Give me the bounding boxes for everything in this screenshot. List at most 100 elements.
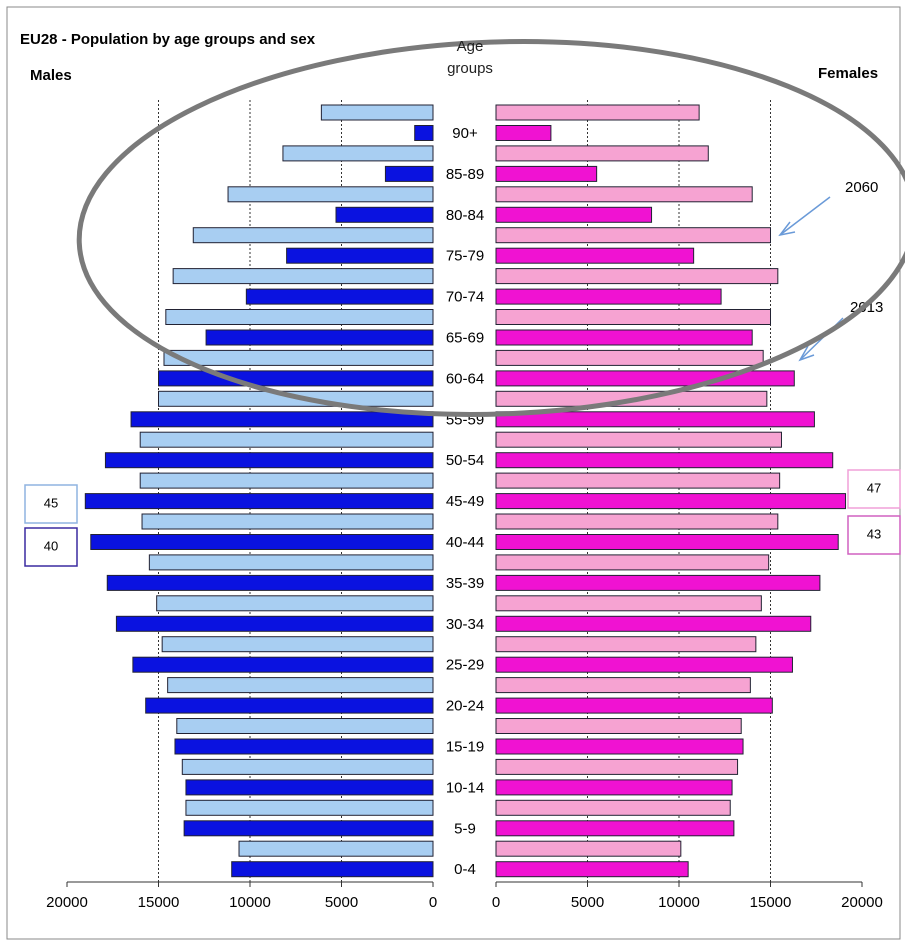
bar [495, 472, 781, 489]
bar [495, 513, 779, 530]
bar [84, 493, 434, 510]
bar [205, 329, 434, 346]
bar [495, 554, 770, 571]
bar [495, 718, 742, 734]
bar [495, 431, 782, 448]
arrow-head [798, 345, 815, 362]
bar [104, 452, 434, 469]
category-label: 75-79 [446, 248, 484, 265]
category-label: 50-54 [446, 452, 484, 469]
bar [495, 799, 731, 816]
box-label: 47 [867, 480, 881, 495]
bar [495, 820, 735, 837]
bar [167, 677, 434, 694]
bar [192, 227, 434, 244]
label-box [24, 484, 78, 524]
bar [495, 697, 773, 714]
category-label: 65-69 [446, 329, 484, 346]
arrow-head [778, 221, 796, 237]
bar [495, 677, 751, 694]
bar [158, 370, 434, 387]
bar [495, 738, 744, 755]
category-label: 40-44 [446, 534, 484, 551]
bar [495, 165, 598, 182]
bar [176, 718, 434, 734]
center-label: Age groups [447, 38, 493, 77]
bar [495, 370, 795, 387]
bar [139, 431, 434, 448]
bar [335, 206, 434, 223]
bar [495, 779, 733, 796]
x-tick-label: 10000 [229, 894, 271, 911]
bar [227, 186, 434, 203]
category-label: 5-9 [454, 820, 476, 837]
bar [286, 247, 434, 264]
bar [495, 758, 739, 775]
bar [495, 227, 771, 244]
category-label: 90+ [452, 125, 478, 142]
bar [115, 615, 434, 632]
arrow [779, 196, 831, 236]
bar [495, 452, 834, 469]
box-label: 43 [867, 526, 881, 541]
category-label: 35-39 [446, 575, 484, 592]
bar [495, 411, 815, 428]
bar [495, 349, 764, 366]
bar [384, 165, 434, 182]
bar [495, 145, 709, 162]
x-tick-label: 10000 [658, 894, 700, 911]
right-label: Females [818, 65, 878, 82]
bar [165, 309, 434, 325]
category-label: 30-34 [446, 616, 484, 633]
bar [181, 758, 434, 775]
bar [172, 268, 434, 285]
x-tick-label: 20000 [46, 894, 88, 911]
label-box [847, 469, 901, 509]
bar [495, 861, 689, 878]
bar [495, 125, 552, 141]
bar [495, 656, 793, 673]
bar [495, 186, 753, 203]
bar [183, 820, 434, 837]
category-label: 45-49 [446, 493, 484, 510]
category-label: 0-4 [454, 861, 476, 878]
bar [282, 145, 434, 162]
x-tick-label: 0 [429, 894, 437, 911]
bar [174, 738, 434, 755]
left-label: Males [30, 67, 72, 84]
chart-title: EU28 - Population by age groups and sex [20, 31, 316, 48]
bar [141, 513, 434, 530]
bar [148, 554, 434, 571]
bar [145, 697, 434, 714]
annotation: 2060 [845, 179, 878, 196]
x-tick-label: 0 [492, 894, 500, 911]
category-label: 85-89 [446, 166, 484, 183]
bar [495, 534, 839, 550]
label-box [847, 515, 901, 555]
bar [495, 268, 779, 285]
category-label: 15-19 [446, 738, 484, 755]
bar [139, 472, 434, 489]
bar [163, 349, 434, 366]
bar [130, 411, 434, 428]
category-label: 60-64 [446, 370, 484, 387]
box-label: 45 [44, 495, 58, 510]
category-label: 20-24 [446, 698, 484, 715]
bar [185, 779, 434, 796]
bar [161, 636, 434, 653]
highlight-ellipse [76, 39, 905, 417]
label-box [24, 527, 78, 567]
x-tick-label: 5000 [325, 894, 358, 911]
bar [106, 574, 434, 591]
x-tick-label: 15000 [138, 894, 180, 911]
category-label: 10-14 [446, 779, 484, 796]
bar [185, 799, 434, 816]
bar [495, 840, 682, 857]
x-tick-label: 15000 [750, 894, 792, 911]
bar [90, 534, 434, 550]
category-label: 80-84 [446, 207, 484, 224]
bar [495, 247, 695, 264]
box-label: 40 [44, 538, 58, 553]
